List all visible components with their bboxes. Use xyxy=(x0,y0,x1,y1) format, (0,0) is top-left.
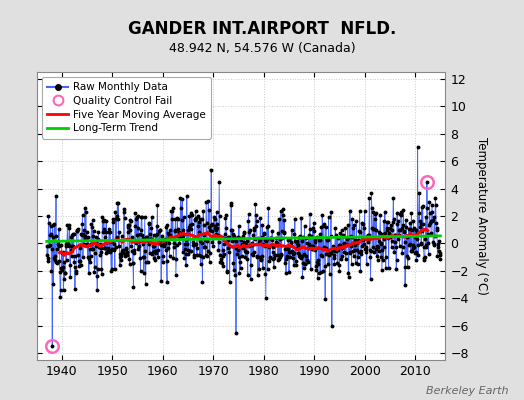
Text: Berkeley Earth: Berkeley Earth xyxy=(426,386,508,396)
Text: 48.942 N, 54.576 W (Canada): 48.942 N, 54.576 W (Canada) xyxy=(169,42,355,55)
Legend: Raw Monthly Data, Quality Control Fail, Five Year Moving Average, Long-Term Tren: Raw Monthly Data, Quality Control Fail, … xyxy=(42,77,211,138)
Text: GANDER INT.AIRPORT  NFLD.: GANDER INT.AIRPORT NFLD. xyxy=(128,20,396,38)
Y-axis label: Temperature Anomaly (°C): Temperature Anomaly (°C) xyxy=(475,137,488,295)
